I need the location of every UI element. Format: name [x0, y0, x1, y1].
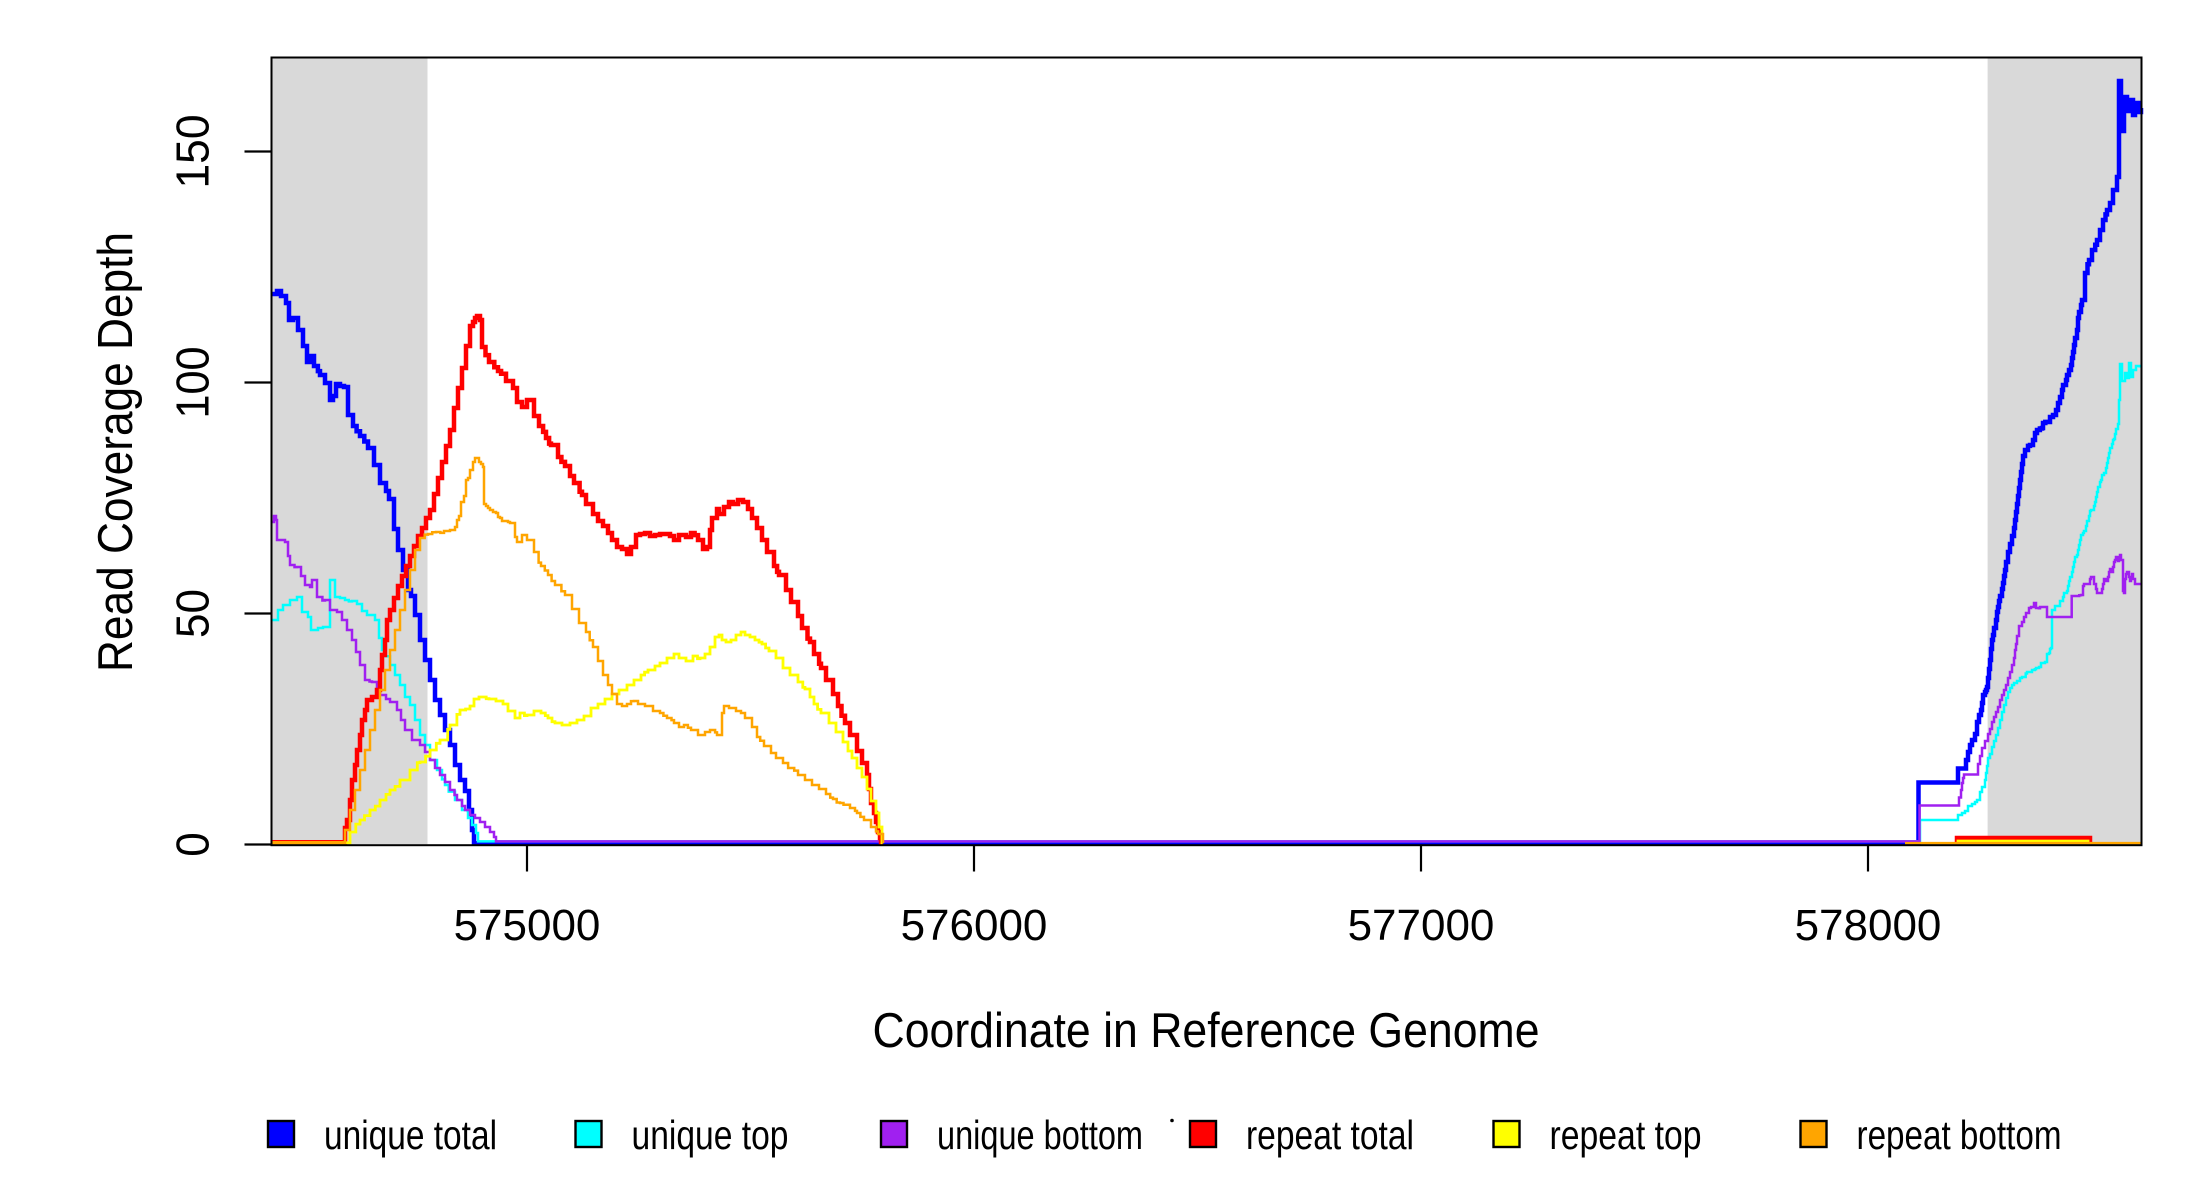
svg-text:repeat top: repeat top — [1550, 1112, 1702, 1158]
svg-text:576000: 576000 — [901, 901, 1048, 950]
svg-text:150: 150 — [167, 115, 219, 189]
svg-text:repeat total: repeat total — [1246, 1112, 1414, 1158]
svg-text:Coordinate in Reference Genome: Coordinate in Reference Genome — [873, 1004, 1540, 1058]
svg-text:50: 50 — [167, 589, 219, 638]
svg-text:0: 0 — [167, 832, 219, 857]
svg-text:578000: 578000 — [1795, 901, 1942, 950]
svg-text:repeat bottom: repeat bottom — [1857, 1112, 2062, 1158]
svg-text:Read Coverage Depth: Read Coverage Depth — [89, 232, 143, 672]
svg-text:575000: 575000 — [454, 901, 601, 950]
svg-text:577000: 577000 — [1348, 901, 1495, 950]
svg-text:unique bottom: unique bottom — [937, 1112, 1143, 1158]
svg-text:100: 100 — [167, 347, 219, 419]
svg-text:unique top: unique top — [632, 1112, 789, 1158]
svg-text:unique total: unique total — [324, 1112, 497, 1158]
